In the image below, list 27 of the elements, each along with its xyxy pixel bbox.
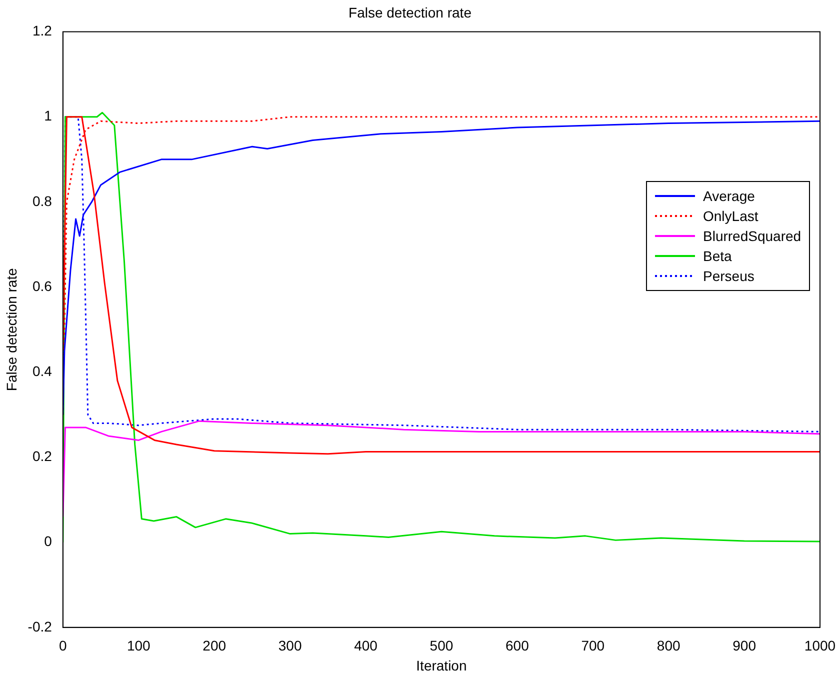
legend-label: Beta bbox=[703, 248, 732, 264]
x-tick-label: 600 bbox=[505, 638, 530, 654]
y-tick-label: 0.2 bbox=[32, 448, 52, 464]
y-tick-label: -0.2 bbox=[28, 618, 52, 634]
y-tick-label: 0 bbox=[44, 533, 52, 550]
x-tick-label: 500 bbox=[430, 638, 454, 654]
y-tick-label: 0.8 bbox=[32, 192, 52, 209]
x-tick-label: 100 bbox=[126, 638, 151, 654]
x-tick-label: 800 bbox=[656, 638, 680, 654]
x-tick-label: 200 bbox=[202, 638, 226, 654]
x-tick-label: 0 bbox=[59, 638, 68, 654]
legend-label: Perseus bbox=[703, 268, 754, 284]
chart-title: False detection rate bbox=[348, 4, 472, 20]
x-tick-label: 400 bbox=[354, 638, 378, 654]
y-axis-title: False detection rate bbox=[3, 268, 20, 392]
legend-label: BlurredSquared bbox=[703, 228, 802, 244]
y-tick-label: 1.2 bbox=[32, 22, 52, 39]
legend-label: OnlyLast bbox=[703, 208, 758, 224]
x-tick-label: 300 bbox=[278, 638, 302, 654]
y-tick-label: 0.6 bbox=[32, 278, 52, 294]
x-tick-label: 900 bbox=[732, 638, 756, 654]
y-tick-label: 0.4 bbox=[32, 363, 52, 379]
x-tick-label: 1000 bbox=[804, 638, 836, 654]
y-tick-label: 1 bbox=[44, 108, 52, 124]
legend-label: Average bbox=[703, 188, 755, 204]
x-axis-title: Iteration bbox=[416, 657, 467, 674]
x-tick-label: 700 bbox=[581, 638, 605, 654]
